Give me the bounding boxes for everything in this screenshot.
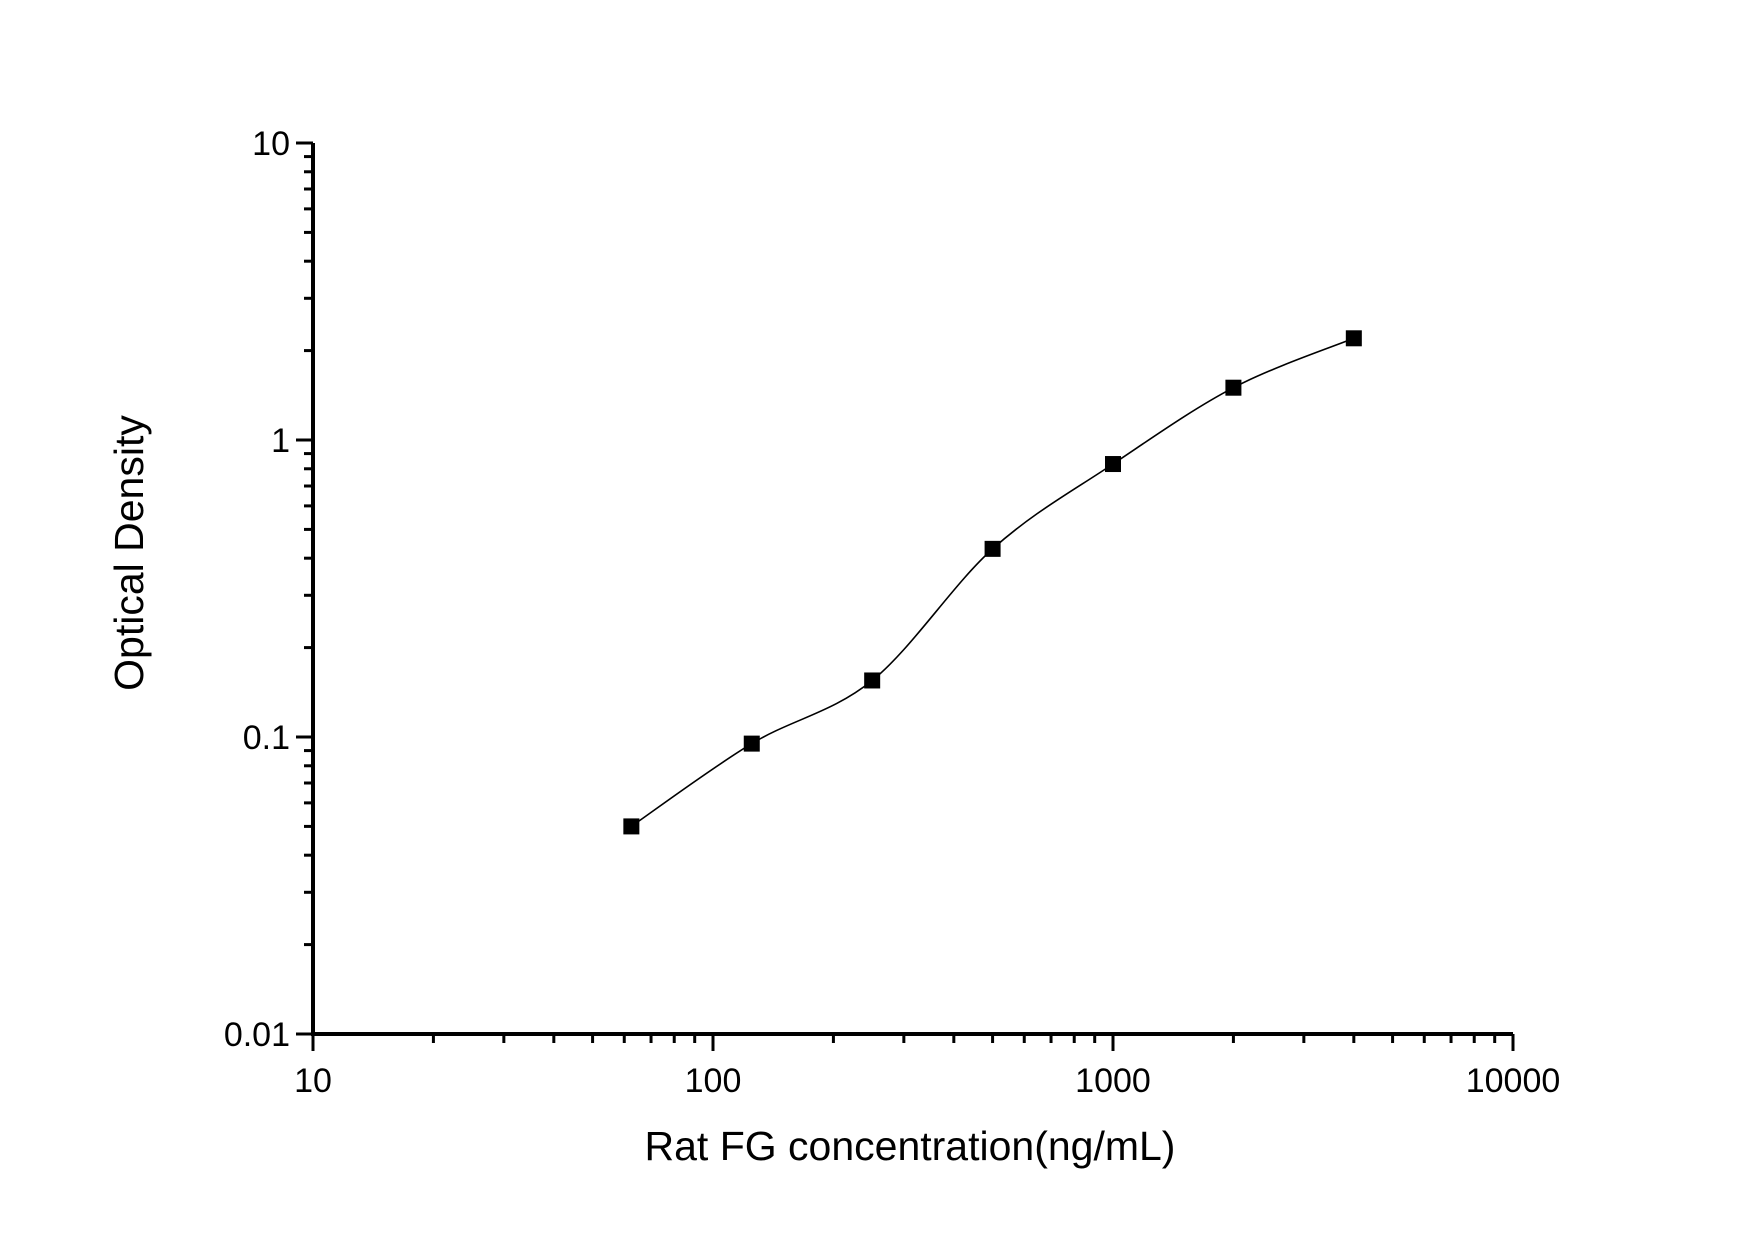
y-tick-label: 0.01 [224, 1016, 290, 1054]
data-point-marker [984, 540, 1001, 557]
x-tick-label: 10 [294, 1062, 332, 1100]
data-point-marker [1105, 456, 1121, 473]
data-point-marker [623, 818, 640, 835]
chart-generated-content: 10 100 1000 10000 10 1 0.1 0.01 [224, 125, 1560, 1100]
data-point-marker [864, 672, 881, 689]
x-axis-title: Rat FG concentration(ng/mL) [645, 1123, 1176, 1169]
axis-lines [311, 143, 1513, 1036]
data-point-marker [743, 735, 760, 752]
x-tick-label: 100 [685, 1062, 742, 1100]
y-tick-label: 1 [271, 422, 290, 460]
x-tick-label: 1000 [1075, 1062, 1151, 1100]
y-tick-label: 0.1 [243, 719, 290, 757]
data-point-marker [1225, 379, 1242, 396]
data-point-marker [1345, 330, 1362, 347]
x-tick-label: 10000 [1466, 1062, 1561, 1100]
y-tick-label: 10 [252, 125, 290, 163]
fit-curve [630, 337, 1355, 828]
y-axis-title: Optical Density [106, 415, 152, 691]
